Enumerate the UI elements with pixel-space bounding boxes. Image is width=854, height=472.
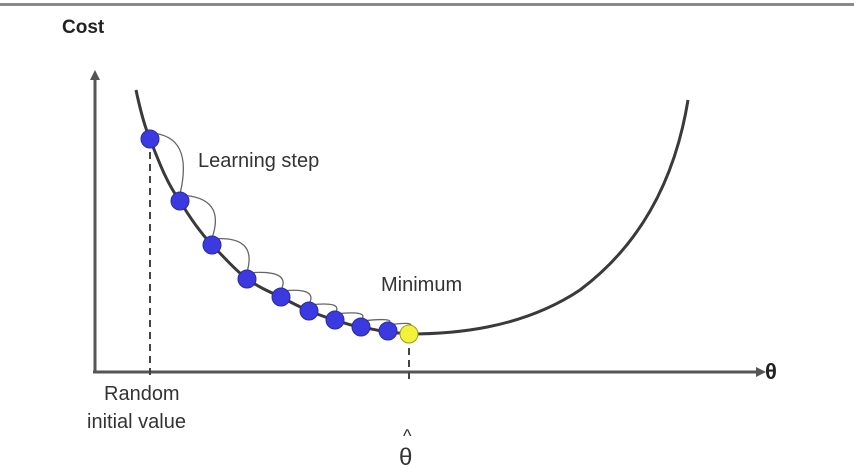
x-axis-label: θ: [765, 359, 777, 384]
top-border: [0, 3, 854, 6]
step-point: [325, 310, 345, 330]
step-points: [140, 129, 419, 344]
theta-hat-accent: ^: [403, 426, 412, 446]
minimum-point: [399, 324, 419, 344]
step-point: [202, 235, 222, 255]
learning-step-arc: [179, 194, 217, 239]
random-initial-label-2: initial value: [87, 411, 186, 433]
theta-hat-label: θ: [399, 444, 413, 471]
step-point: [271, 287, 291, 307]
step-point: [237, 269, 257, 289]
cost-curve: [134, 89, 690, 336]
minimum-label: Minimum: [381, 274, 463, 296]
step-point: [170, 191, 190, 211]
learning-step-label: Learning step: [198, 150, 320, 172]
learning-step-arc: [149, 132, 184, 195]
step-point: [299, 301, 319, 321]
y-axis-label: Cost: [62, 17, 105, 38]
step-point: [378, 321, 398, 341]
random-initial-label-1: Random: [104, 383, 180, 405]
step-point: [140, 129, 160, 149]
step-point: [351, 317, 371, 337]
learning-step-arc: [211, 237, 250, 273]
